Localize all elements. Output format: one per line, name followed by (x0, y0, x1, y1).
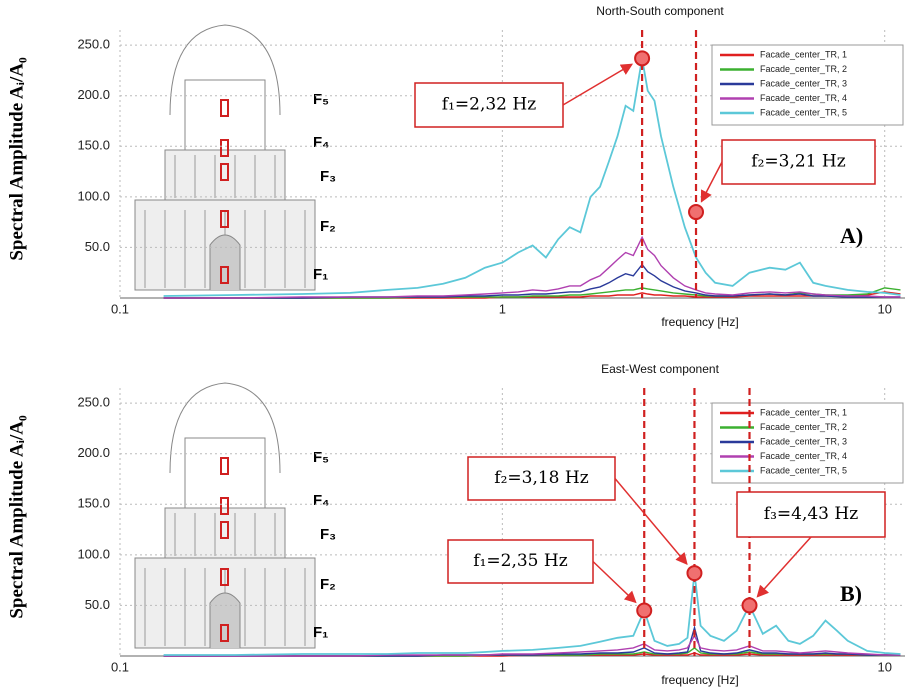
building (134, 382, 316, 649)
legend-label: Facade_center_TR, 1 (760, 49, 847, 59)
sensor (220, 163, 229, 181)
floor-label: F₃ (320, 168, 336, 185)
legend-label: Facade_center_TR, 1 (760, 407, 847, 417)
panel-label: A) (840, 223, 863, 248)
sensor (220, 568, 229, 586)
series-line (163, 235, 901, 299)
building-upper (164, 507, 286, 559)
building-door (209, 592, 241, 648)
building (134, 24, 316, 291)
chart-title: East-West component (601, 362, 719, 376)
x-tick-label: 10 (877, 659, 891, 674)
peak-marker (741, 597, 758, 614)
series-line (163, 263, 901, 299)
annotation-arrow (756, 536, 812, 598)
peak-marker (686, 565, 703, 582)
annotation-box (447, 539, 594, 584)
legend-label: Facade_center_TR, 4 (760, 93, 847, 103)
y-tick-label: 250.0 (77, 395, 110, 410)
floor-label: F₅ (313, 449, 329, 466)
legend-label: Facade_center_TR, 4 (760, 451, 847, 461)
sensor (220, 139, 229, 157)
y-axis-label: Spectral Amplitude Aᵢ/A₀ (6, 415, 27, 619)
annotation-label: f₁=2,35 Hz (473, 551, 567, 571)
floor-label: F₄ (313, 134, 329, 151)
floor-label: F₂ (320, 576, 336, 593)
floor-label: F₅ (313, 91, 329, 108)
y-tick-label: 250.0 (77, 37, 110, 52)
sensor (220, 624, 229, 642)
y-tick-label: 50.0 (85, 597, 110, 612)
legend-label: Facade_center_TR, 5 (760, 465, 847, 475)
sensor (220, 497, 229, 515)
annotation-box (467, 456, 616, 501)
y-tick-label: 100.0 (77, 546, 110, 561)
series-line (163, 291, 901, 299)
annotation-arrow (700, 161, 723, 203)
annotation-box (736, 491, 886, 538)
sensor (220, 266, 229, 284)
sensor (220, 210, 229, 228)
x-axis-label: frequency [Hz] (661, 673, 738, 687)
annotation-arrow (562, 63, 634, 106)
building-door (209, 234, 241, 290)
annotation-label: f₁=2,32 Hz (442, 95, 536, 115)
x-tick-label: 1 (499, 301, 506, 316)
sensor (220, 457, 229, 475)
x-axis-label: frequency [Hz] (661, 315, 738, 329)
legend-label: Facade_center_TR, 3 (760, 436, 847, 446)
building-dome (169, 24, 281, 116)
annotation-label: f₃=4,43 Hz (764, 504, 858, 524)
peak-marker (634, 50, 651, 67)
chart-title: North-South component (596, 4, 724, 18)
annotation-arrow (592, 560, 637, 604)
building-upper (164, 149, 286, 201)
y-tick-label: 150.0 (77, 496, 110, 511)
floor-label: F₂ (320, 218, 336, 235)
floor-label: F₃ (320, 526, 336, 543)
x-tick-label: 10 (877, 301, 891, 316)
legend-label: Facade_center_TR, 5 (760, 107, 847, 117)
annotation-label: f₂=3,18 Hz (494, 468, 588, 488)
panel-label: B) (840, 581, 862, 606)
sensor (220, 99, 229, 117)
y-tick-label: 100.0 (77, 188, 110, 203)
sensor (220, 521, 229, 539)
legend-label: Facade_center_TR, 3 (760, 78, 847, 88)
peak-marker (688, 204, 705, 221)
y-tick-label: 200.0 (77, 445, 110, 460)
series-line (163, 58, 901, 297)
building-dome (169, 382, 281, 474)
x-tick-label: 0.1 (111, 301, 129, 316)
annotation-arrow (614, 478, 688, 566)
y-tick-label: 200.0 (77, 87, 110, 102)
x-tick-label: 1 (499, 659, 506, 674)
floor-label: F₁ (313, 266, 328, 283)
y-tick-label: 50.0 (85, 239, 110, 254)
x-tick-label: 0.1 (111, 659, 129, 674)
legend-box (711, 44, 904, 126)
floor-label: F₄ (313, 492, 329, 509)
legend-label: Facade_center_TR, 2 (760, 422, 847, 432)
y-axis-label: Spectral Amplitude Aᵢ/A₀ (6, 57, 27, 261)
annotation-box (721, 139, 876, 185)
series-line (163, 634, 901, 657)
peak-marker (636, 602, 653, 619)
legend-label: Facade_center_TR, 2 (760, 64, 847, 74)
annotation-label: f₂=3,21 Hz (751, 152, 845, 172)
floor-label: F₁ (313, 624, 328, 641)
series-line (163, 572, 901, 656)
y-tick-label: 150.0 (77, 138, 110, 153)
